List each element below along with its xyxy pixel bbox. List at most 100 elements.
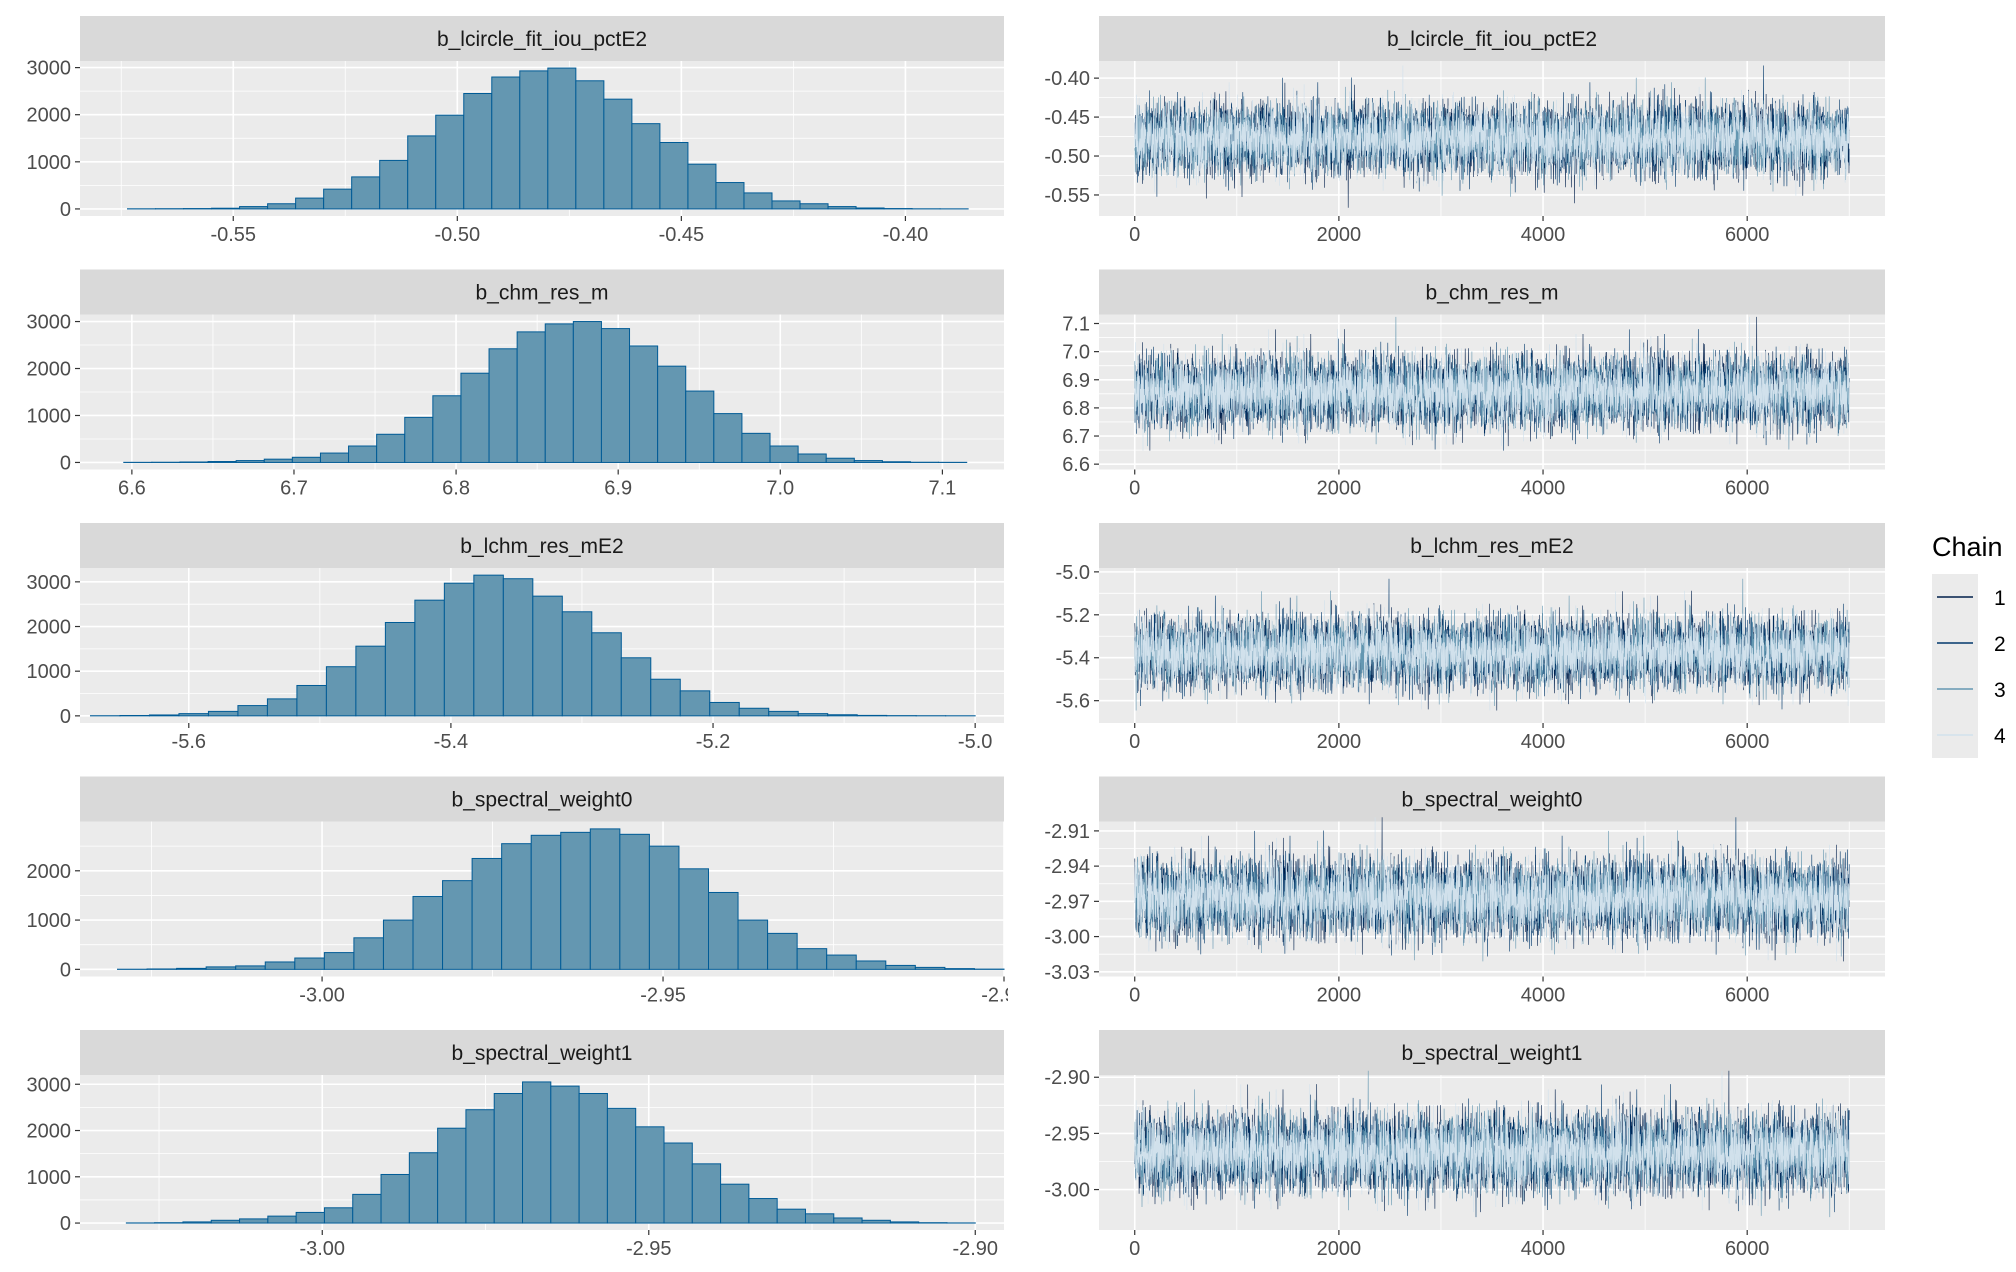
- histogram-bar: [413, 896, 443, 969]
- histogram-bar: [738, 920, 768, 969]
- y-tick-label: 0: [60, 706, 71, 728]
- histogram-bar: [890, 1222, 918, 1223]
- histogram-bar: [183, 1222, 211, 1223]
- histogram-bar: [466, 1110, 494, 1223]
- histogram-bar: [517, 332, 545, 463]
- histogram-bar: [562, 612, 591, 716]
- histogram-bar: [886, 965, 916, 969]
- x-tick-label: 4000: [1521, 478, 1566, 500]
- histogram-bar: [474, 575, 503, 716]
- y-tick-label: 0: [60, 199, 71, 221]
- histogram-bar: [377, 434, 405, 462]
- histogram-bar: [805, 1214, 833, 1223]
- histogram-bar: [826, 458, 854, 462]
- x-tick-label: 7.0: [766, 478, 794, 500]
- y-tick-label: -5.0: [1056, 562, 1090, 584]
- histogram-bar: [292, 457, 320, 462]
- histogram-bar: [206, 967, 236, 969]
- histogram-bar: [607, 1108, 635, 1223]
- histogram-bar: [444, 583, 473, 716]
- histogram-bar: [770, 446, 798, 462]
- strip-title: b_lchm_res_mE2: [460, 535, 623, 558]
- y-tick-label: -0.50: [1044, 146, 1090, 168]
- x-tick-label: 6.9: [604, 478, 632, 500]
- strip-title: b_chm_res_m: [475, 282, 608, 305]
- histogram-bar: [716, 183, 744, 209]
- panel-row-4: b_spectral_weight0-3.00-2.95-2.900100020…: [27, 777, 1886, 1007]
- y-tick-label: 2000: [27, 861, 72, 883]
- x-tick-label: -3.00: [299, 985, 345, 1007]
- histogram-bar: [326, 667, 355, 716]
- y-tick-label: -0.45: [1044, 107, 1090, 129]
- histogram-bar: [240, 1219, 268, 1223]
- histogram-bar: [630, 346, 658, 462]
- histogram-bar: [405, 417, 433, 462]
- histogram-bar: [632, 124, 660, 209]
- y-tick-label: 6.9: [1062, 370, 1090, 392]
- x-tick-label: 6.7: [280, 478, 308, 500]
- histogram-bar: [800, 204, 828, 209]
- x-tick-label: 7.1: [928, 478, 956, 500]
- histogram-panel: b_lchm_res_mE2-5.6-5.4-5.2-5.00100020003…: [27, 523, 1005, 753]
- y-tick-label: 2000: [27, 1121, 72, 1143]
- x-tick-label: 0: [1129, 224, 1140, 246]
- histogram-bar: [531, 835, 561, 969]
- x-tick-label: -5.0: [958, 731, 992, 753]
- histogram-bar: [297, 685, 326, 715]
- x-tick-label: 2000: [1317, 985, 1362, 1007]
- histogram-bar: [798, 714, 827, 716]
- x-tick-label: 2000: [1317, 1238, 1362, 1260]
- strip-title: b_lchm_res_mE2: [1410, 535, 1573, 558]
- x-tick-label: -3.00: [299, 1238, 345, 1260]
- histogram-bar: [882, 462, 910, 463]
- plot-grid: b_lcircle_fit_iou_pctE2 -0.55 -0.50 -0.45 -0…: [27, 16, 1886, 1260]
- x-tick-label: 6000: [1725, 985, 1770, 1007]
- y-tick-label: 1000: [27, 152, 72, 174]
- y-tick-label: 3000: [27, 58, 72, 80]
- histogram-bar: [548, 68, 576, 209]
- histogram-bar: [714, 414, 742, 463]
- histogram-bar: [545, 324, 573, 463]
- histogram-bar: [324, 189, 352, 209]
- histogram-panel: b_spectral_weight1-3.00-2.95-2.900100020…: [27, 1030, 1005, 1260]
- y-tick-label: 1000: [27, 910, 72, 932]
- y-tick-label: -0.55: [1044, 185, 1090, 207]
- histogram-bar: [503, 579, 532, 716]
- histogram-bar: [268, 204, 296, 209]
- histogram-bar: [520, 71, 548, 209]
- histogram-bar: [915, 967, 945, 969]
- x-tick-label: -5.2: [696, 731, 730, 753]
- histogram-bar: [489, 349, 517, 463]
- histogram-bar: [236, 966, 266, 969]
- x-tick-label: 0: [1129, 985, 1140, 1007]
- histogram-bar: [409, 1153, 437, 1223]
- histogram-bar: [380, 160, 408, 209]
- x-tick-label: -0.40: [883, 224, 929, 246]
- histogram-bar: [265, 962, 295, 969]
- panel-row-3: b_lchm_res_mE2-5.6-5.4-5.2-5.00100020003…: [27, 523, 1886, 753]
- histogram-bar: [433, 396, 461, 463]
- histogram-bar: [576, 81, 604, 209]
- x-tick-label: 4000: [1521, 985, 1566, 1007]
- histogram-bar: [636, 1127, 664, 1223]
- histogram-bar: [828, 207, 856, 209]
- histogram-bar: [592, 633, 621, 716]
- y-tick-label: -3.03: [1044, 962, 1090, 984]
- x-tick-label: 6000: [1725, 224, 1770, 246]
- histogram-bar: [710, 702, 739, 715]
- histogram-bar: [749, 1199, 777, 1224]
- y-tick-label: -5.2: [1056, 605, 1090, 627]
- strip-title: b_lcircle_fit_iou_pctE2: [1387, 28, 1597, 51]
- histogram-bar: [561, 832, 591, 969]
- histogram-bar: [267, 699, 296, 716]
- y-tick-label: -2.91: [1044, 821, 1090, 843]
- histogram-bar: [862, 1220, 890, 1223]
- histogram-bar: [352, 177, 380, 209]
- histogram-bar: [854, 461, 882, 463]
- x-tick-label: 0: [1129, 478, 1140, 500]
- histogram-bar: [324, 1208, 352, 1223]
